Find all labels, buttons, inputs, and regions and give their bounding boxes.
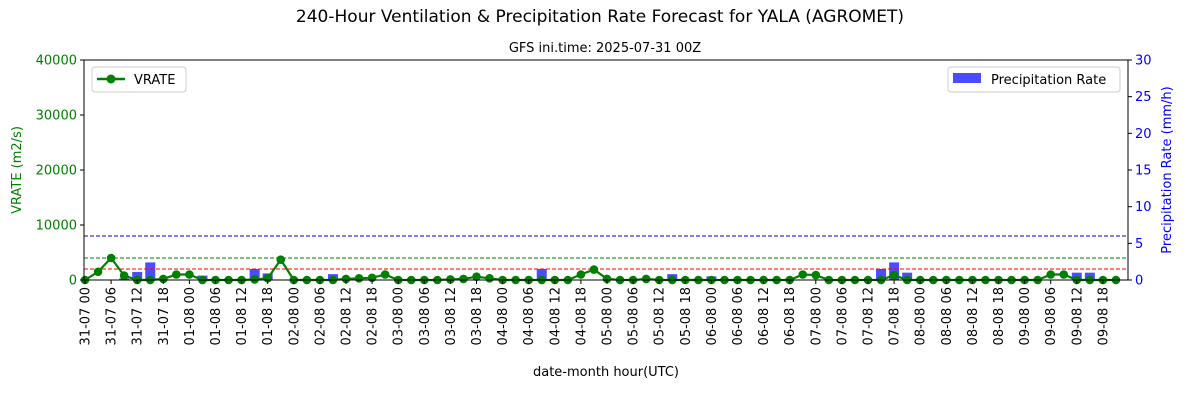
x-tick-label: 05-08 00 (601, 287, 616, 345)
x-tick-label: 02-08 12 (340, 287, 355, 345)
y-axis-right-label: Precipitation Rate (mm/h) (1160, 86, 1175, 253)
vrate-point (472, 272, 481, 282)
vrate-point (341, 274, 351, 284)
x-tick-label: 03-08 06 (418, 287, 433, 345)
vrate-point (889, 270, 899, 280)
vrate-point (576, 270, 586, 279)
x-tick-label: 01-08 18 (261, 287, 276, 345)
x-tick-label: 07-08 06 (835, 287, 850, 345)
vrate-point (93, 267, 103, 277)
y-right-tick-label: 25 (1135, 90, 1152, 105)
y-right-tick-label: 15 (1135, 164, 1152, 179)
chart-subtitle: GFS ini.time: 2025-07-31 00Z (509, 41, 701, 56)
x-tick-label: 31-07 12 (131, 287, 146, 345)
vrate-point (811, 270, 821, 280)
x-tick-label: 31-07 18 (157, 287, 172, 345)
y-right-tick-label: 20 (1135, 127, 1152, 142)
x-axis-label: date-month hour(UTC) (533, 365, 679, 380)
x-tick-label: 09-08 06 (1044, 287, 1059, 345)
y-left-tick-label: 10000 (36, 219, 77, 234)
legend-precip-label: Precipitation Rate (991, 73, 1106, 88)
plot-frame (83, 59, 1129, 281)
x-tick-label: 02-08 00 (287, 287, 302, 345)
y-right-tick-label: 5 (1135, 237, 1143, 252)
legend-precip-swatch (953, 73, 981, 83)
vrate-point (446, 275, 455, 284)
precip-bar (876, 269, 887, 280)
x-tick-label: 08-08 12 (966, 287, 981, 345)
y-left-tick-label: 40000 (36, 54, 77, 69)
vrate-point (354, 274, 364, 283)
y-left-tick-label: 30000 (36, 109, 77, 124)
y-right-tick-label: 30 (1135, 54, 1152, 69)
vrate-point (185, 270, 194, 279)
chart-title: 240-Hour Ventilation & Precipitation Rat… (296, 7, 904, 27)
x-tick-label: 03-08 18 (470, 287, 485, 345)
y-right-tick-label: 0 (1135, 274, 1143, 289)
x-tick-label: 08-08 00 (914, 287, 929, 345)
x-tick-label: 05-08 18 (679, 287, 694, 345)
x-tick-label: 08-08 18 (992, 287, 1007, 345)
vrate-point (106, 253, 116, 263)
x-tick-label: 03-08 12 (444, 287, 459, 345)
x-tick-label: 31-07 06 (105, 287, 120, 345)
vrate-point (250, 275, 259, 284)
x-tick-label: 07-08 18 (888, 287, 903, 345)
x-tick-label: 06-08 00 (705, 287, 720, 345)
x-tick-label: 04-08 00 (496, 287, 511, 345)
vrate-point (172, 270, 181, 279)
vrate-point (1059, 270, 1069, 279)
precip-bar (145, 262, 156, 280)
legend-vrate-label: VRATE (134, 73, 175, 88)
x-tick-label: 04-08 12 (548, 287, 563, 345)
vrate-point (119, 271, 129, 280)
x-tick-label: 09-08 12 (1070, 287, 1085, 345)
x-tick-label: 08-08 06 (940, 287, 955, 345)
legend-vrate: VRATE (91, 66, 187, 93)
x-tick-label: 01-08 00 (183, 287, 198, 345)
vrate-point (459, 274, 468, 284)
x-tick-label: 09-08 00 (1018, 287, 1033, 345)
x-tick-label: 01-08 06 (209, 287, 224, 345)
x-tick-label: 06-08 18 (783, 287, 798, 345)
vrate-point (1046, 270, 1055, 279)
y-axis-left-label: VRATE (m2/s) (10, 126, 25, 214)
vrate-point (276, 255, 286, 264)
vrate-point (263, 274, 273, 283)
vrate-point (159, 274, 168, 284)
x-tick-label: 07-08 00 (809, 287, 824, 345)
x-tick-label: 31-07 00 (79, 287, 94, 345)
vrate-point (589, 265, 599, 274)
x-tick-label: 06-08 06 (731, 287, 746, 345)
x-tick-label: 02-08 06 (313, 287, 328, 345)
x-tick-label: 09-08 18 (1096, 287, 1111, 345)
x-tick-label: 01-08 12 (235, 287, 250, 345)
y-left-tick-label: 0 (69, 274, 77, 289)
vrate-point (641, 274, 651, 284)
precip-bar (249, 269, 260, 280)
vrate-point (380, 270, 390, 279)
vrate-point (798, 270, 808, 279)
precip-bar (536, 269, 547, 280)
y-left-tick-label: 20000 (36, 164, 77, 179)
x-tick-label: 04-08 06 (522, 287, 537, 345)
x-tick-label: 02-08 18 (366, 287, 381, 345)
vrate-point (602, 274, 612, 284)
x-tick-label: 06-08 12 (757, 287, 772, 345)
x-tick-label: 03-08 00 (392, 287, 407, 345)
x-tick-label: 05-08 12 (653, 287, 668, 345)
x-tick-label: 07-08 12 (862, 287, 877, 345)
y-right-tick-label: 10 (1135, 200, 1152, 215)
x-tick-label: 05-08 06 (627, 287, 642, 345)
x-tick-label: 04-08 18 (574, 287, 589, 345)
vrate-point (485, 274, 494, 283)
legend-precip: Precipitation Rate (947, 66, 1121, 93)
